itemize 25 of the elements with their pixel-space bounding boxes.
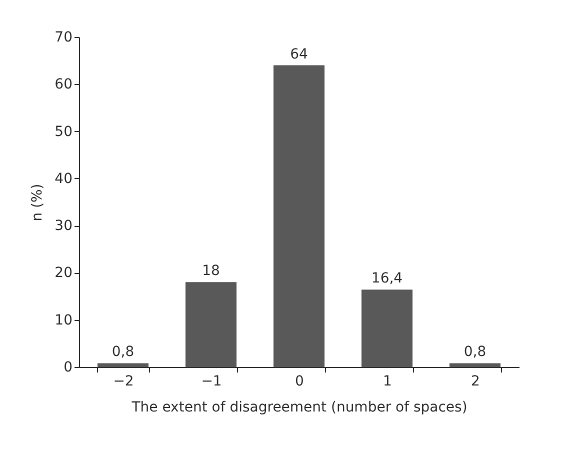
y-tick-label: 40 (54, 170, 72, 187)
bar (361, 290, 413, 367)
bar (185, 282, 237, 367)
data-label: 18 (202, 263, 220, 280)
x-tick-label: −1 (201, 374, 222, 390)
data-label: 0,8 (464, 344, 486, 360)
x-tick-label: 0 (295, 374, 304, 390)
y-tick-label: 50 (54, 124, 72, 140)
y-tick-label: 20 (54, 265, 72, 282)
data-label: 16,4 (371, 270, 403, 287)
data-label: 64 (290, 46, 308, 62)
y-tick-label: 0 (64, 360, 72, 376)
bar (273, 65, 325, 367)
y-tick-label: 10 (54, 312, 72, 328)
x-tick-label: 1 (383, 374, 392, 390)
y-axis-title: n (%) (30, 184, 46, 222)
y-tick-label: 30 (54, 218, 72, 234)
bar (449, 363, 501, 367)
y-tick-label: 70 (54, 30, 72, 46)
data-label: 0,8 (112, 344, 134, 360)
y-tick-label: 60 (54, 76, 72, 93)
bar (97, 363, 149, 367)
x-tick-label: −2 (113, 374, 134, 390)
x-tick-label: 2 (471, 374, 480, 390)
x-axis-title: The extent of disagreement (number of spaces) (130, 400, 468, 416)
